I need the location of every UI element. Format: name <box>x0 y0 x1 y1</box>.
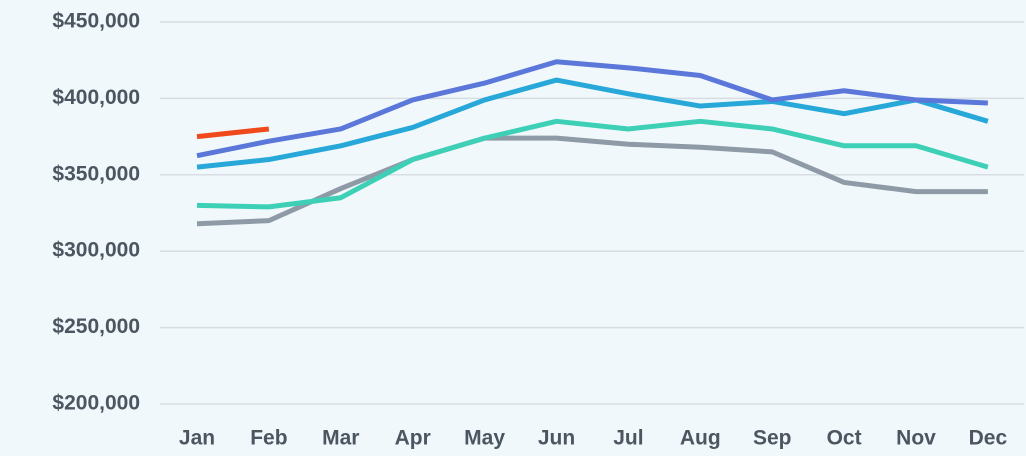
series-line <box>196 126 270 140</box>
x-tick-label: Dec <box>969 427 1008 450</box>
series-line <box>196 118 989 210</box>
x-tick-label: Jul <box>613 427 643 450</box>
series-line <box>196 135 988 227</box>
y-tick-label: $450,000 <box>52 10 140 33</box>
x-tick-label: Aug <box>680 427 721 450</box>
x-tick-label: Jan <box>179 427 215 450</box>
y-tick-label: $350,000 <box>52 162 140 185</box>
series-line <box>196 59 989 159</box>
y-tick-label: $400,000 <box>52 86 140 109</box>
x-tick-label: Apr <box>395 427 431 450</box>
x-tick-label: May <box>464 427 505 450</box>
series-line <box>196 77 989 170</box>
x-tick-label: Feb <box>250 427 287 450</box>
y-tick-label: $200,000 <box>52 392 140 415</box>
x-tick-label: Mar <box>322 427 359 450</box>
y-tick-label: $250,000 <box>52 315 140 338</box>
y-tick-label: $300,000 <box>52 239 140 262</box>
x-tick-label: Oct <box>827 427 862 450</box>
x-tick-label: Jun <box>538 427 575 450</box>
x-tick-label: Nov <box>896 427 936 450</box>
x-tick-label: Sep <box>753 427 792 450</box>
